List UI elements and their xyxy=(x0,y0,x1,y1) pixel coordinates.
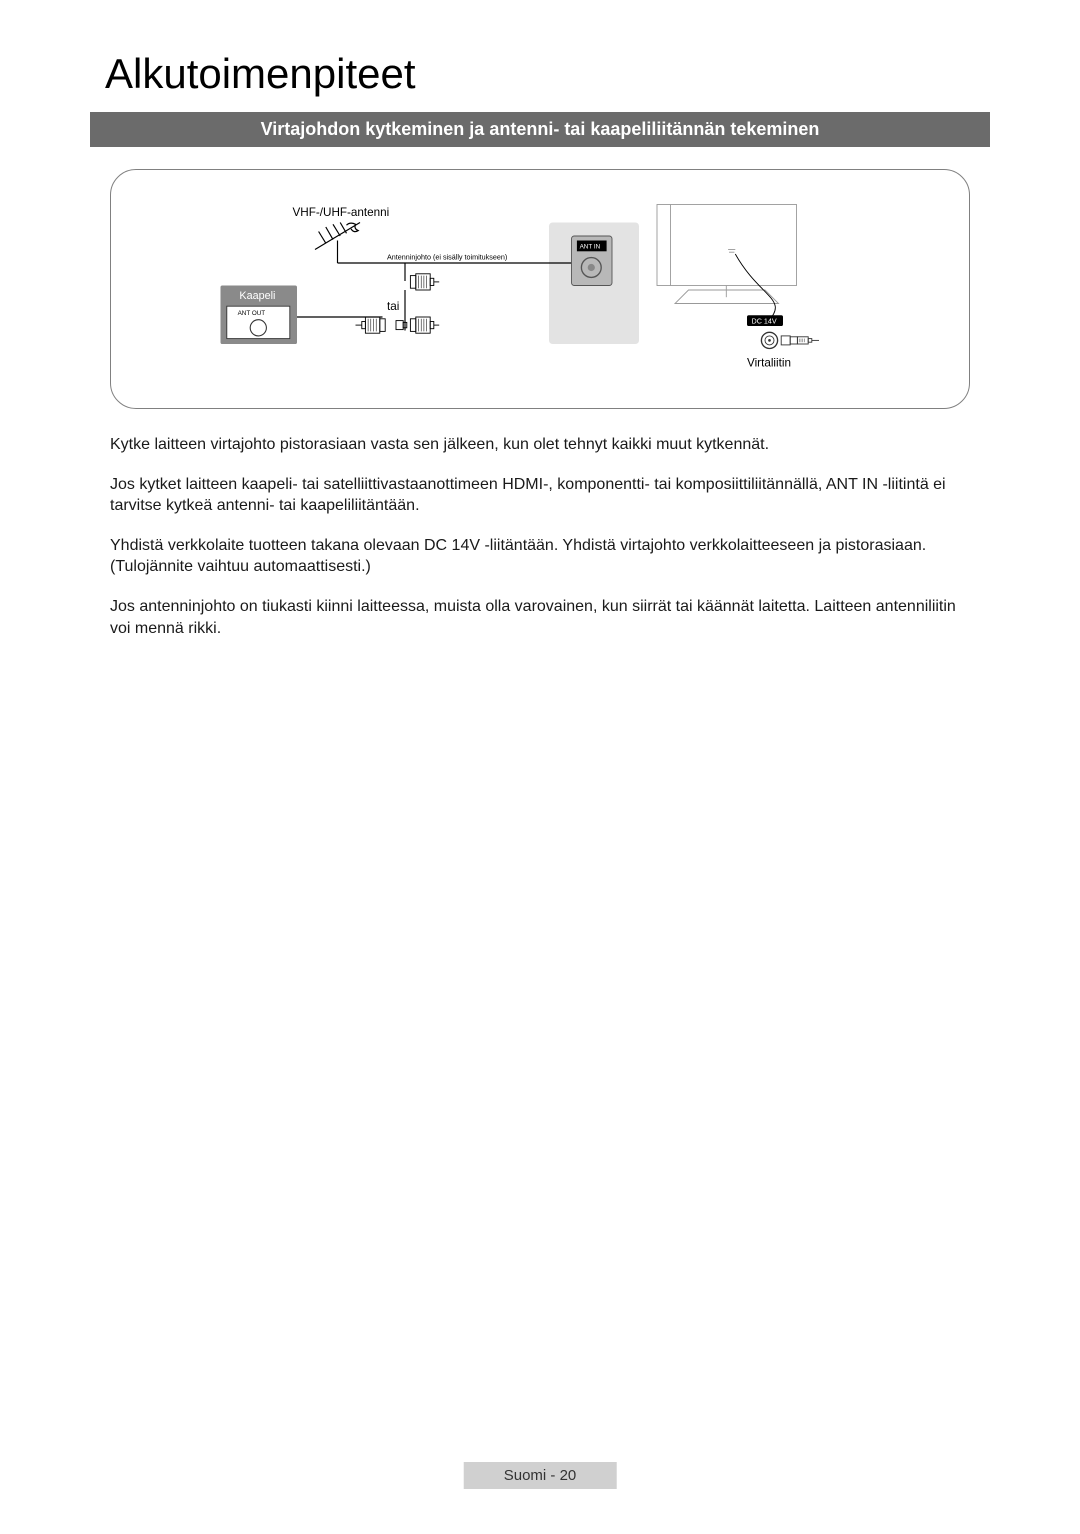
cable-note-label: Antenninjohto (ei sisälly toimitukseen) xyxy=(387,252,507,261)
page-title: Alkutoimenpiteet xyxy=(105,50,990,98)
section-header: Virtajohdon kytkeminen ja antenni- tai k… xyxy=(90,112,990,147)
connector-top-right xyxy=(410,274,439,290)
ant-out-label: ANT OUT xyxy=(238,310,266,317)
connection-diagram: VHF-/UHF-antenni Antenninjohto (ei sisäl… xyxy=(110,169,970,409)
diagram-svg: VHF-/UHF-antenni Antenninjohto (ei sisäl… xyxy=(131,200,949,380)
paragraph-1: Kytke laitteen virtajohto pistorasiaan v… xyxy=(110,434,970,456)
page-footer: Suomi - 20 xyxy=(464,1462,617,1489)
paragraph-4: Jos antenninjohto on tiukasti kiinni lai… xyxy=(110,596,970,639)
tv-outline xyxy=(657,205,797,304)
antenna-label: VHF-/UHF-antenni xyxy=(293,206,390,219)
connector-bottom-right xyxy=(410,317,439,333)
dc-label: DC 14V xyxy=(752,316,777,325)
kaapeli-label: Kaapeli xyxy=(239,290,275,302)
paragraph-3: Yhdistä verkkolaite tuotteen takana olev… xyxy=(110,535,970,578)
connector-bottom-left xyxy=(356,317,386,333)
ant-in-label: ANT IN xyxy=(580,244,601,251)
or-label: tai xyxy=(387,300,399,313)
power-label: Virtaliitin xyxy=(747,357,791,370)
paragraph-2: Jos kytket laitteen kaapeli- tai satelli… xyxy=(110,474,970,517)
dc-port xyxy=(761,332,819,348)
